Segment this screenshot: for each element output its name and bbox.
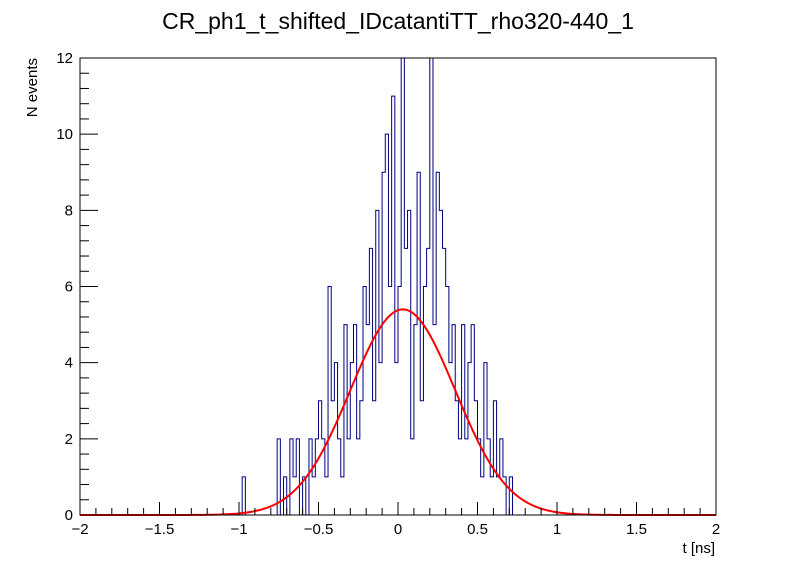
y-tick-label: 6 (65, 279, 73, 296)
y-tick-label: 12 (56, 50, 73, 67)
x-axis-ticks (79, 502, 717, 515)
x-tick-label: −1.5 (145, 521, 175, 538)
y-tick-label: 4 (65, 355, 73, 372)
x-axis-tick-labels: −2 −1.5 −1 −0.5 0 0.5 1 1.5 2 (71, 521, 720, 538)
y-tick-label: 2 (65, 431, 73, 448)
x-tick-label: 0.5 (467, 521, 488, 538)
chart-title: CR_ph1_t_shifted_IDcatantiTT_rho320-440_… (162, 8, 634, 34)
x-tick-label: 2 (712, 521, 720, 538)
y-axis-title: N events (24, 58, 41, 117)
y-axis-tick-labels: 0 2 4 6 8 10 12 (56, 50, 73, 524)
histogram-outline (80, 57, 710, 516)
x-axis-title: t [ns] (682, 540, 715, 557)
x-tick-label: −0.5 (304, 521, 334, 538)
x-tick-label: −1 (230, 521, 247, 538)
y-tick-label: 8 (65, 202, 73, 219)
x-tick-label: 0 (394, 521, 402, 538)
x-tick-label: 1.5 (626, 521, 647, 538)
y-tick-label: 10 (56, 126, 73, 143)
x-tick-label: 1 (553, 521, 561, 538)
y-tick-label: 0 (65, 507, 73, 524)
y-axis-ticks (80, 57, 98, 516)
histogram-layer (80, 57, 710, 516)
x-tick-label: −2 (71, 521, 88, 538)
